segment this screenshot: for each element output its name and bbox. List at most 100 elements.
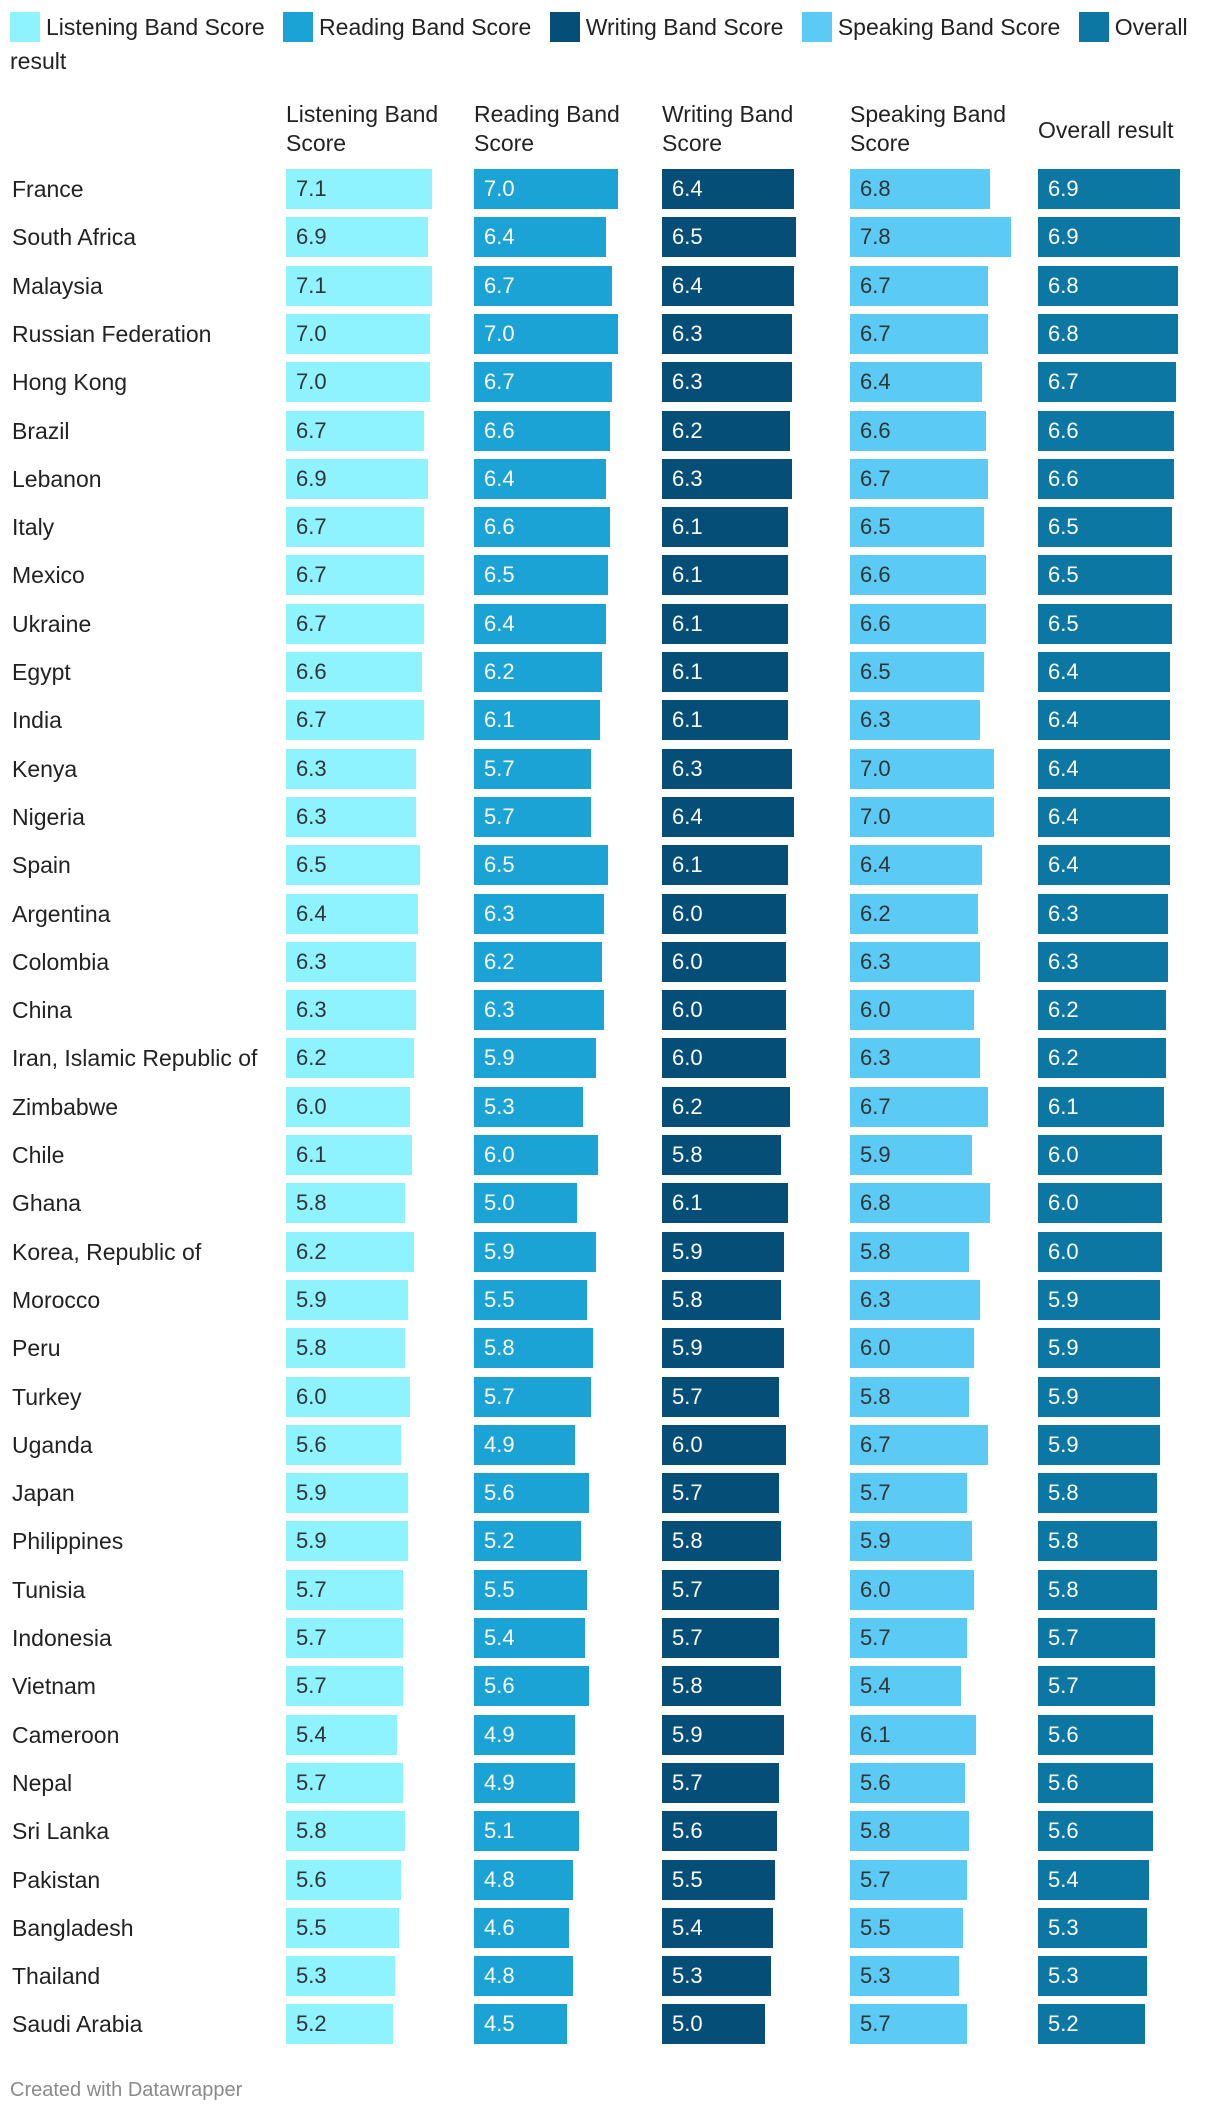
bar-value-label: 5.7 [296, 1576, 327, 1602]
bar-value-label: 5.8 [296, 1190, 327, 1216]
bar [662, 313, 792, 354]
bar-value-label: 6.4 [296, 900, 327, 926]
bar-value-label: 5.8 [860, 1238, 891, 1264]
bar-value-label: 5.3 [860, 1963, 891, 1989]
bar-value-label: 6.1 [672, 852, 703, 878]
column-header: Speaking Band Score [850, 101, 1007, 156]
bar-value-label: 7.1 [296, 272, 327, 298]
bar-value-label: 6.5 [484, 852, 515, 878]
row-label: Pakistan [12, 1866, 101, 1893]
bar [1038, 265, 1179, 306]
row-label: Thailand [12, 1963, 101, 1990]
bar-value-label: 5.5 [296, 1914, 327, 1940]
bar [286, 1183, 406, 1224]
bar-value-label: 5.9 [672, 1335, 703, 1361]
bar [474, 796, 592, 837]
bar [286, 1376, 410, 1417]
bar [662, 1521, 782, 1562]
legend-item: Overall result [10, 12, 1188, 74]
bar-value-label: 6.7 [296, 417, 327, 443]
bar-value-label: 5.7 [1048, 1625, 1079, 1650]
bar [474, 1086, 584, 1127]
row-label: Uganda [12, 1431, 93, 1458]
bar-value-label: 6.3 [484, 997, 515, 1023]
bar [286, 1473, 408, 1514]
legend-label: Reading Band Score [319, 14, 532, 40]
bar [850, 169, 991, 209]
bar [474, 362, 613, 403]
bar-value-label: 6.4 [860, 369, 891, 395]
bar [850, 1811, 970, 1852]
bar-value-label: 6.3 [296, 755, 327, 781]
bar [286, 603, 425, 644]
bar-value-label: 6.4 [484, 465, 515, 491]
bar-value-label: 6.7 [484, 272, 515, 298]
bar-value-label: 6.7 [296, 610, 327, 636]
bar-value-label: 5.7 [672, 1576, 703, 1602]
bar-value-label: 5.8 [1048, 1576, 1079, 1602]
bar [286, 1424, 402, 1465]
legend-item: Speaking Band Score [801, 12, 1060, 42]
bar-value-label: 6.5 [672, 224, 703, 250]
bar [474, 1521, 582, 1562]
bar [286, 700, 425, 741]
bar-value-label: 6.5 [296, 852, 327, 878]
bar-value-label: 6.7 [296, 514, 327, 540]
legend-item: Reading Band Score [283, 12, 532, 42]
bar-value-label: 5.5 [860, 1914, 891, 1940]
bar-value-label: 6.8 [1048, 320, 1079, 346]
column-header: Listening Band Score [286, 101, 439, 156]
bar [662, 1183, 788, 1224]
bar [1038, 603, 1172, 644]
row-label: Spain [12, 852, 71, 879]
row-label: Kenya [12, 755, 78, 782]
bar [850, 1859, 968, 1900]
bar-value-label: 6.0 [296, 1093, 327, 1119]
bar-value-label: 5.7 [672, 1625, 703, 1650]
bar-value-label: 5.7 [672, 1769, 703, 1795]
bar [286, 1135, 412, 1175]
bar-value-label: 7.0 [296, 369, 327, 395]
bar-value-label: 5.9 [860, 1528, 891, 1554]
bar [1038, 990, 1166, 1031]
legend-swatch [10, 12, 40, 42]
bar [662, 555, 788, 596]
bar-value-label: 6.0 [672, 997, 703, 1023]
bar-value-label: 5.9 [484, 1238, 515, 1264]
bar-value-label: 6.6 [860, 562, 891, 588]
row-label: Chile [12, 1142, 65, 1168]
bar-value-label: 6.7 [484, 369, 515, 395]
row-label: France [12, 176, 84, 202]
bar [1038, 941, 1168, 982]
bar [850, 893, 978, 934]
bar [286, 313, 431, 354]
bar-value-label: 5.9 [1048, 1335, 1079, 1361]
bar [474, 1473, 590, 1514]
bar [850, 362, 982, 403]
bar [662, 217, 796, 258]
bar [662, 893, 786, 934]
row-label: Bangladesh [12, 1914, 134, 1941]
bar [474, 1859, 573, 1900]
bar-value-label: 5.7 [1048, 1673, 1079, 1699]
bar-value-label: 5.3 [484, 1093, 515, 1119]
bar-value-label: 5.3 [1048, 1914, 1079, 1940]
bar [662, 1231, 784, 1272]
bar [474, 265, 613, 306]
bar [474, 410, 610, 451]
bar-value-label: 5.8 [484, 1335, 515, 1361]
bar-value-label: 5.6 [1048, 1721, 1079, 1747]
bar-value-label: 5.6 [672, 1818, 703, 1844]
bar-value-label: 6.2 [296, 1045, 327, 1071]
bar-value-label: 5.7 [860, 1866, 891, 1892]
legend-swatch [549, 12, 580, 42]
bar-value-label: 7.0 [296, 320, 327, 346]
bar [850, 1521, 972, 1562]
bar [286, 362, 431, 403]
bar-value-label: 6.7 [860, 320, 891, 346]
bar [850, 1183, 991, 1224]
bar [850, 1473, 968, 1514]
bar-value-label: 7.8 [860, 224, 891, 250]
bar-value-label: 5.7 [296, 1673, 327, 1699]
column-header: Writing Band Score [662, 101, 794, 156]
